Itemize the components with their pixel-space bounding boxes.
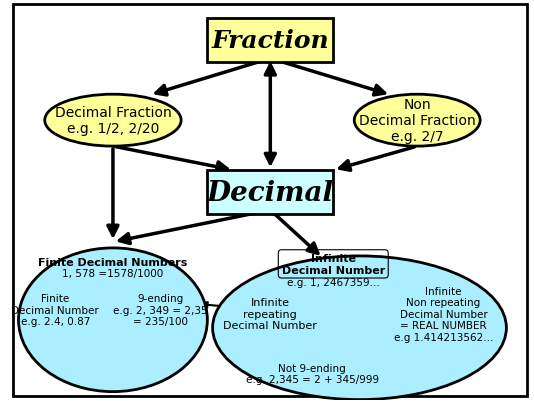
FancyBboxPatch shape <box>207 19 333 63</box>
Ellipse shape <box>354 95 480 147</box>
Text: 9-ending
e.g. 2, 349 = 2,35
= 235/100: 9-ending e.g. 2, 349 = 2,35 = 235/100 <box>113 294 208 326</box>
Text: Decimal Fraction
e.g. 1/2, 2/20: Decimal Fraction e.g. 1/2, 2/20 <box>54 106 171 136</box>
Text: Decimal: Decimal <box>207 179 334 206</box>
Text: Finite Decimal Numbers: Finite Decimal Numbers <box>38 257 187 267</box>
Text: Fraction: Fraction <box>211 29 329 53</box>
Text: Finite
Decimal Number
e.g. 2.4, 0.87: Finite Decimal Number e.g. 2.4, 0.87 <box>11 294 99 326</box>
FancyBboxPatch shape <box>207 171 333 215</box>
Text: Infinite
Non repeating
Decimal Number
= REAL NUMBER
e.g 1.414213562...: Infinite Non repeating Decimal Number = … <box>394 286 493 342</box>
Text: Not 9-ending
e.g. 2,345 = 2 + 345/999: Not 9-ending e.g. 2,345 = 2 + 345/999 <box>246 363 379 385</box>
Ellipse shape <box>45 95 181 147</box>
Text: Non
Decimal Fraction
e.g. 2/7: Non Decimal Fraction e.g. 2/7 <box>359 98 476 144</box>
Text: 1, 578 =1578/1000: 1, 578 =1578/1000 <box>62 268 163 278</box>
Ellipse shape <box>213 256 506 400</box>
Ellipse shape <box>19 248 207 392</box>
Text: Infinite
repeating
Decimal Number: Infinite repeating Decimal Number <box>223 298 317 330</box>
Text: e.g. 1, 2467359...: e.g. 1, 2467359... <box>287 277 380 287</box>
Text: Infinite
Decimal Number: Infinite Decimal Number <box>281 253 385 275</box>
